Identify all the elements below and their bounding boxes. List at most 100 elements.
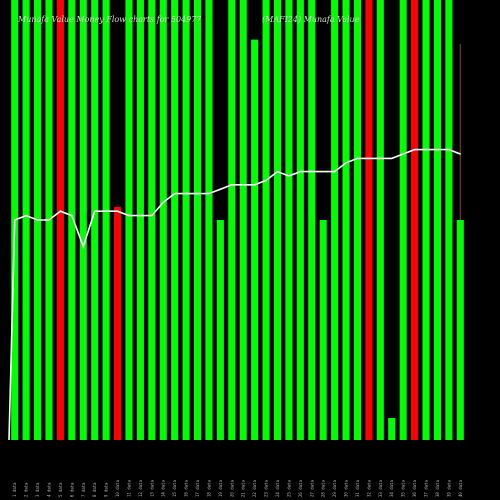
line-point-36: [414, 149, 416, 151]
bar-28: [319, 220, 327, 440]
x-tick-24: 24 data: [275, 480, 280, 497]
bar-5: [56, 0, 64, 440]
x-tick-31: 31 data: [355, 480, 360, 497]
line-point-3: [37, 219, 39, 221]
x-tick-28: 28 data: [321, 480, 326, 497]
x-tick-3: 3 data: [35, 482, 40, 497]
x-tick-21: 21 data: [241, 480, 246, 497]
line-point-5: [59, 210, 62, 212]
line-point-12: [139, 215, 141, 217]
x-tick-33: 33 data: [378, 480, 383, 497]
line-point-30: [345, 162, 347, 164]
line-point-1: [14, 219, 16, 221]
x-tick-19: 19 data: [218, 480, 223, 497]
x-tick-14: 14 data: [161, 480, 166, 497]
x-tick-7: 7 data: [81, 482, 86, 497]
bar-18: [205, 0, 213, 440]
x-tick-36: 36 data: [412, 480, 417, 497]
bar-2: [22, 0, 30, 440]
x-tick-35: 35 data: [401, 480, 406, 497]
x-tick-5: 5 data: [58, 482, 63, 497]
bar-21: [239, 0, 247, 440]
bar-7: [79, 0, 87, 440]
x-tick-12: 12 data: [138, 480, 143, 497]
tick-layer: 1 data 2 data 3 data 4 data 5 data 6 data 7 da…: [12, 480, 463, 497]
x-tick-10: 10 data: [115, 480, 120, 497]
bar-15: [171, 0, 179, 440]
bar-33: [376, 0, 384, 440]
x-tick-34: 34 data: [389, 480, 394, 497]
x-tick-39: 39 data: [446, 480, 451, 497]
bar-16: [182, 0, 190, 440]
bar-19: [216, 220, 224, 440]
x-tick-20: 20 data: [229, 480, 234, 497]
line-point-10: [116, 210, 119, 212]
line-point-6: [71, 215, 73, 217]
line-point-14: [162, 201, 164, 203]
bar-34: [388, 418, 396, 440]
line-point-20: [231, 184, 233, 186]
line-point-32: [368, 157, 370, 159]
line-point-35: [402, 153, 404, 155]
line-point-23: [265, 179, 267, 181]
x-tick-2: 2 data: [24, 482, 29, 497]
line-point-19: [219, 188, 221, 190]
line-point-26: [299, 171, 301, 173]
line-point-9: [105, 210, 107, 212]
line-point-34: [391, 157, 393, 159]
line-point-25: [288, 175, 290, 177]
chart-subtitle: (MAFI24) Munafa Value: [262, 15, 360, 24]
line-point-31: [356, 157, 359, 159]
bar-30: [342, 0, 350, 440]
x-tick-29: 29 data: [332, 480, 337, 497]
bar-26: [296, 0, 304, 440]
bar-35: [399, 0, 407, 440]
x-tick-9: 9 data: [104, 482, 109, 497]
x-tick-40: 40 data: [458, 480, 463, 497]
x-tick-18: 18 data: [206, 480, 211, 497]
x-tick-1: 1 data: [12, 482, 17, 497]
x-tick-15: 15 data: [172, 480, 177, 497]
line-point-29: [334, 171, 336, 173]
line-layer: [8, 148, 461, 441]
x-tick-32: 32 data: [366, 480, 371, 497]
bar-31: [353, 0, 362, 440]
bar-12: [136, 0, 144, 440]
x-tick-30: 30 data: [344, 480, 349, 497]
bar-40: [456, 220, 464, 440]
x-tick-8: 8 data: [92, 482, 97, 497]
line-point-15: [174, 193, 176, 195]
line-point-8: [94, 210, 96, 212]
bar-27: [308, 0, 316, 440]
x-tick-27: 27 data: [309, 480, 314, 497]
bar-36: [411, 0, 419, 440]
bar-6: [68, 0, 76, 440]
bar-32: [365, 0, 373, 440]
bar-20: [228, 0, 236, 440]
x-tick-23: 23 data: [264, 480, 269, 497]
line-point-13: [151, 215, 153, 217]
line-point-7: [82, 245, 84, 247]
bar-10: [113, 206, 122, 440]
line-point-2: [25, 215, 27, 217]
x-tick-26: 26 data: [298, 480, 303, 497]
bar-25: [285, 0, 293, 440]
line-point-40: [459, 153, 461, 155]
bar-8: [91, 0, 99, 440]
x-tick-13: 13 data: [149, 480, 154, 497]
line-point-24: [276, 171, 279, 173]
x-tick-17: 17 data: [195, 480, 200, 497]
x-tick-22: 22 data: [252, 480, 257, 497]
line-point-27: [311, 171, 313, 173]
bar-11: [125, 0, 133, 440]
bar-13: [148, 0, 156, 440]
bar-23: [262, 0, 270, 440]
chart-title: Munafa Value Money Flow charts for 50497…: [17, 15, 202, 24]
line-point-21: [242, 184, 244, 186]
bar-22: [251, 39, 259, 440]
line-point-28: [322, 171, 324, 173]
x-tick-16: 16 data: [184, 480, 189, 497]
line-point-18: [208, 193, 210, 195]
